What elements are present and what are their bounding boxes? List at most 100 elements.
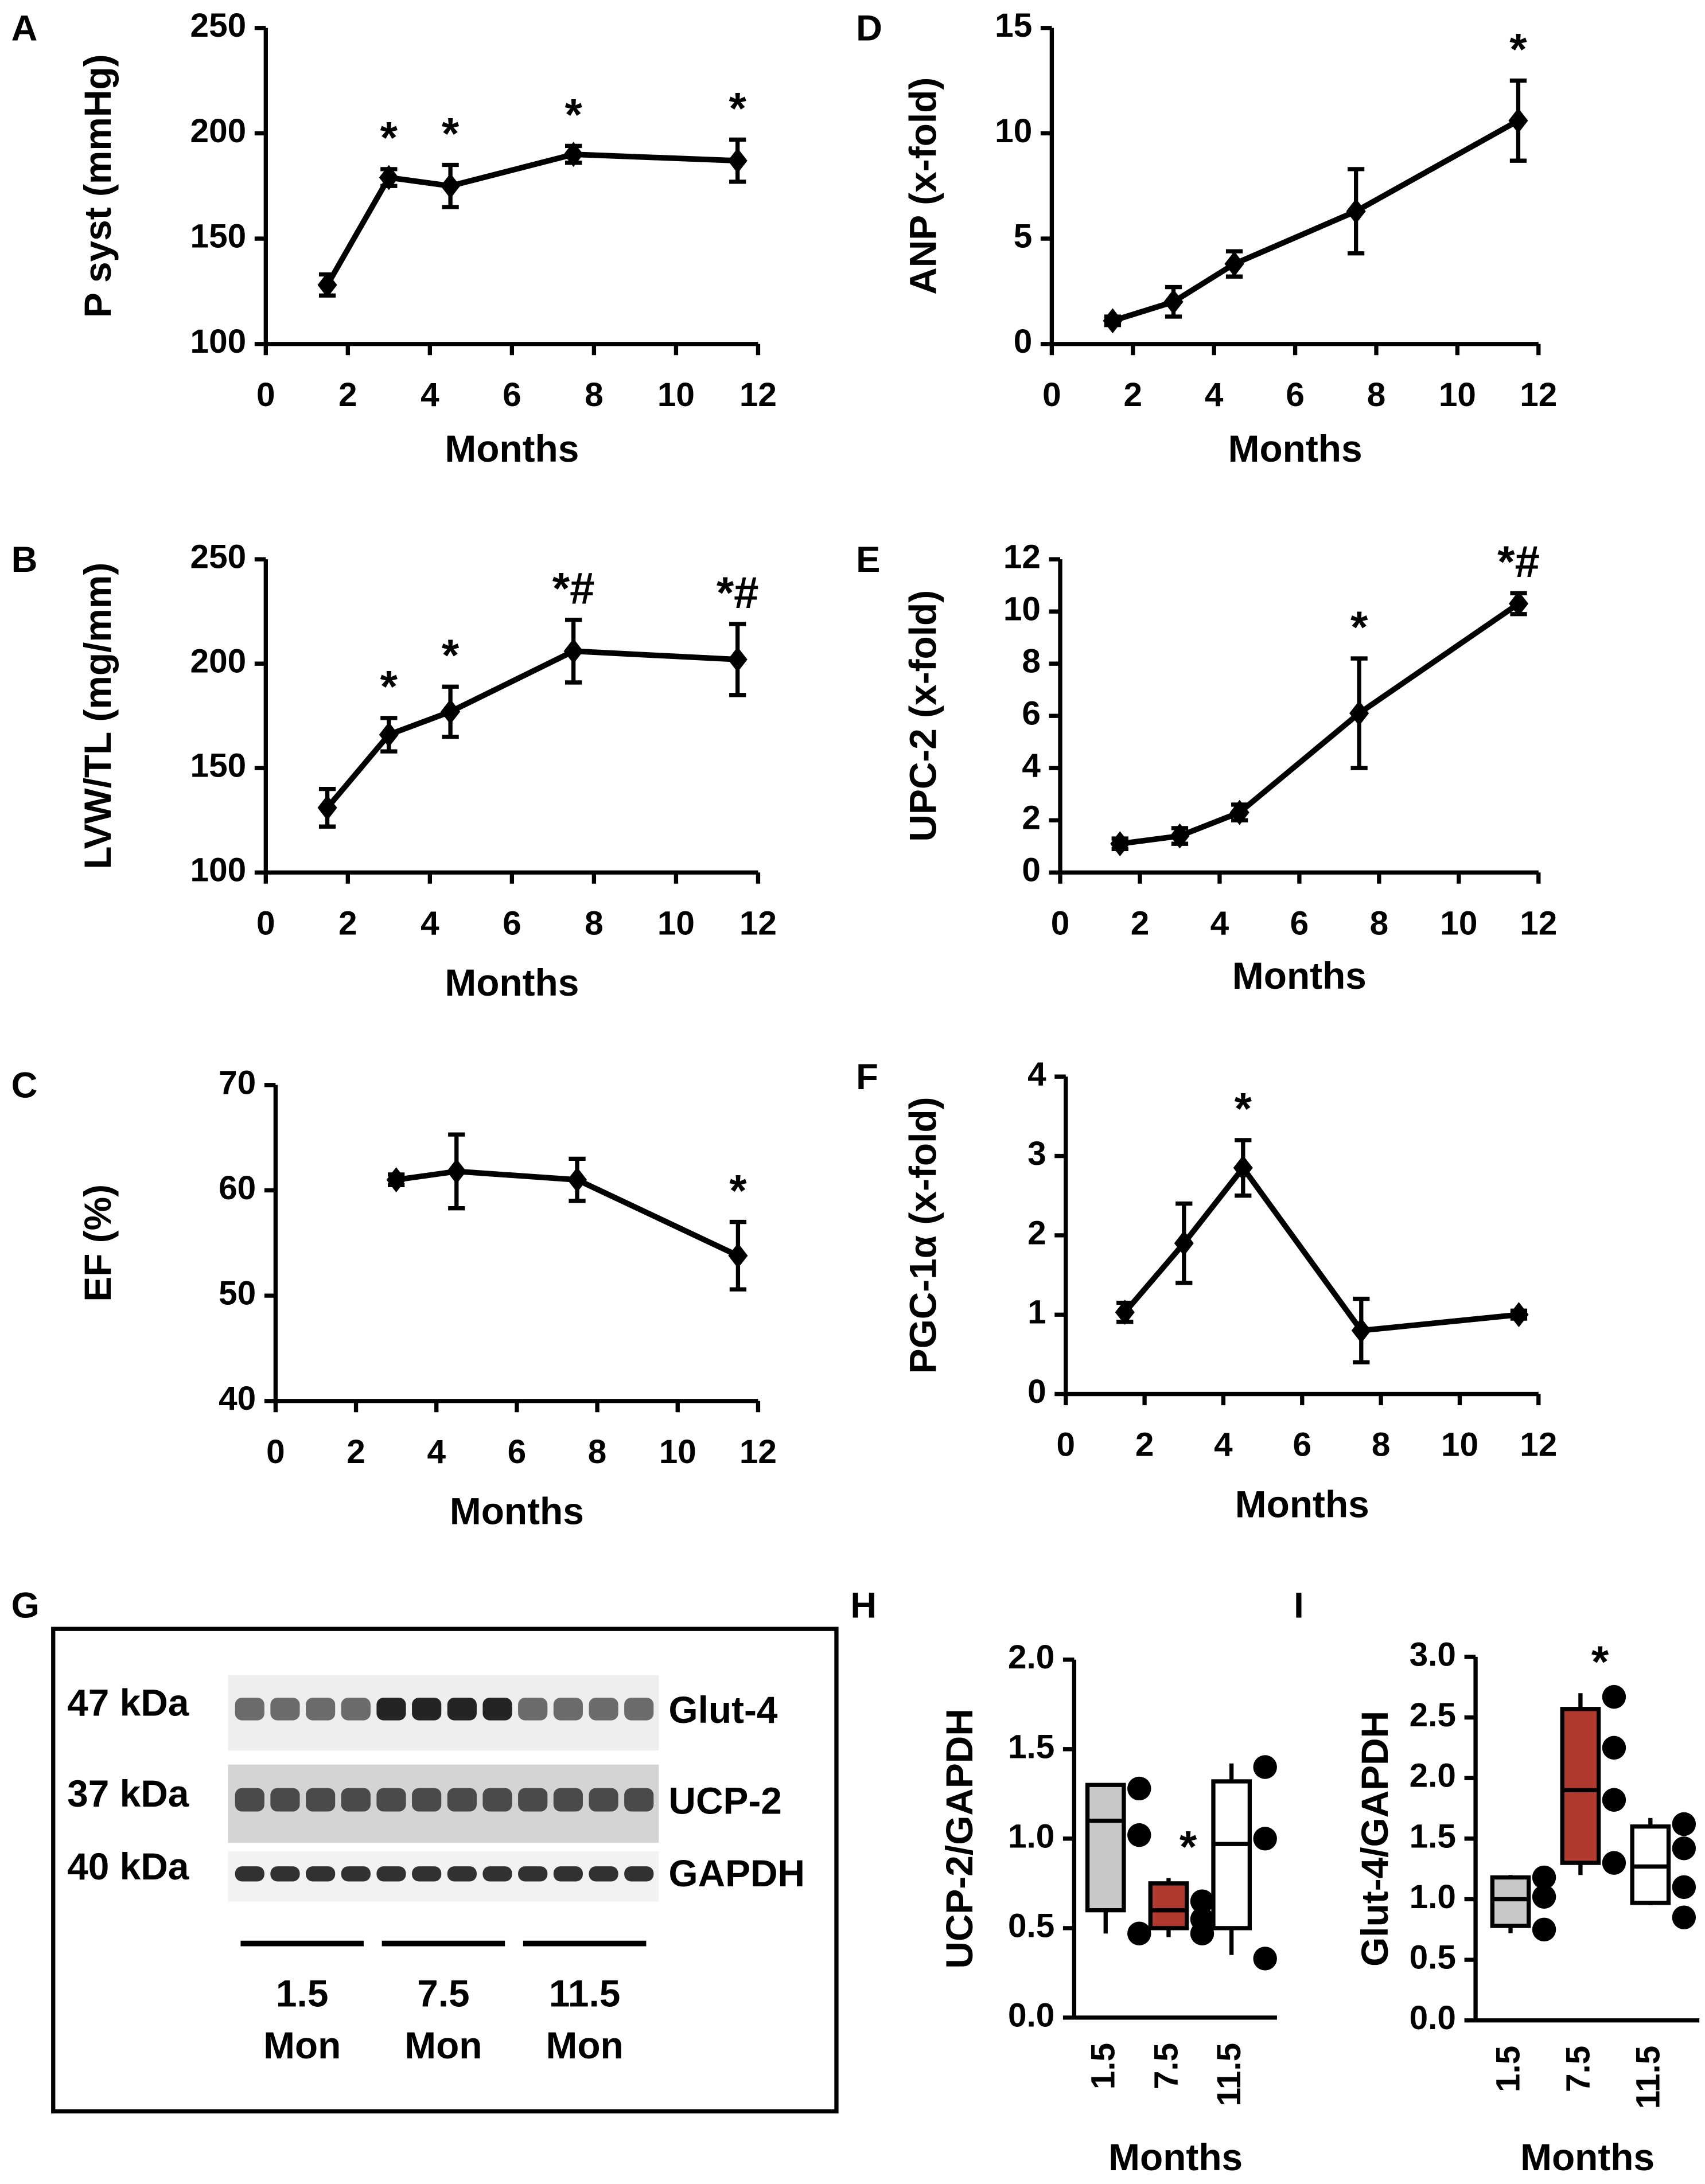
x-tick-label: 7.5	[1559, 2046, 1597, 2092]
x-tick-label: 0	[256, 376, 275, 414]
band	[589, 1866, 618, 1882]
y-tick-label: 2.0	[1410, 1757, 1456, 1795]
y-axis-label: UCP-2/GAPDH	[938, 1709, 980, 1968]
box	[1560, 1707, 1601, 1865]
band	[624, 1788, 654, 1812]
y-axis-label: PGC-1α (x-fold)	[901, 1097, 944, 1374]
y-tick-label: 0.5	[1410, 1939, 1456, 1976]
x-tick-label: 4	[427, 1433, 446, 1471]
significance-label: *	[442, 108, 460, 158]
significance-label: *	[729, 1165, 747, 1215]
data-point	[441, 173, 461, 199]
band	[518, 1866, 548, 1882]
band	[589, 1788, 618, 1812]
x-tick-label: 6	[1290, 904, 1309, 942]
protein-label: UCP-2	[668, 1779, 781, 1822]
data-point	[1532, 1865, 1556, 1890]
group-label: Mon	[404, 2024, 482, 2066]
significance-label: *	[380, 112, 398, 163]
box	[1085, 1783, 1126, 1913]
band	[447, 1698, 477, 1721]
data-point	[317, 795, 337, 821]
blot-image	[228, 1675, 659, 1902]
x-tick-label: 12	[739, 1433, 777, 1471]
data-point	[1190, 1921, 1214, 1945]
blot-frame	[51, 1627, 839, 2113]
x-tick-label: 2	[1135, 1426, 1154, 1464]
significance-label: *	[1350, 602, 1368, 652]
x-tick-label: 10	[657, 904, 695, 942]
x-tick-label: 0	[256, 904, 275, 942]
x-tick-label: 6	[503, 376, 521, 414]
y-tick-label: 4	[1027, 1056, 1046, 1093]
data-point	[1163, 289, 1184, 315]
significance-label: *#	[1497, 536, 1540, 587]
band	[235, 1866, 264, 1882]
data-point	[1508, 108, 1528, 134]
band	[624, 1866, 654, 1882]
data-point	[563, 638, 583, 664]
band	[270, 1866, 300, 1882]
y-tick-label: 3	[1027, 1135, 1046, 1172]
y-axis-label: LVW/TL (mg/mm)	[76, 563, 119, 869]
x-tick-label: 0	[1042, 376, 1061, 414]
x-tick-label: 11.5	[1629, 2046, 1667, 2109]
y-tick-label: 1.5	[1410, 1818, 1456, 1855]
x-tick-label: 4	[421, 376, 439, 414]
y-tick-label: 200	[190, 112, 247, 150]
band	[553, 1698, 583, 1721]
data-point	[446, 1159, 466, 1184]
y-tick-label: 50	[219, 1275, 256, 1312]
data-point	[386, 1167, 406, 1193]
y-tick-label: 2	[1027, 1214, 1046, 1251]
group-label: Mon	[263, 2024, 341, 2066]
y-tick-label: 100	[190, 323, 247, 360]
y-tick-label: 1.0	[1410, 1878, 1456, 1916]
data-point	[1509, 1302, 1529, 1328]
significance-label: *	[1509, 24, 1527, 74]
data-point	[1602, 1735, 1626, 1760]
y-tick-label: 10	[995, 112, 1032, 150]
band	[376, 1788, 406, 1812]
y-tick-label: 5	[1014, 218, 1033, 255]
x-tick-label: 8	[1372, 1426, 1391, 1464]
x-tick-label: 10	[1439, 376, 1476, 414]
data-point	[1253, 1947, 1277, 1971]
x-tick-label: 7.5	[1147, 2043, 1185, 2089]
data-point	[1127, 1921, 1151, 1945]
y-tick-label: 1	[1027, 1294, 1046, 1331]
x-tick-label: 12	[739, 904, 777, 942]
data-point	[1170, 823, 1190, 849]
y-tick-label: 2.5	[1410, 1696, 1456, 1734]
band	[306, 1788, 336, 1812]
y-tick-label: 1.5	[1008, 1728, 1054, 1765]
data-point	[728, 1243, 748, 1269]
y-tick-label: 250	[190, 539, 247, 576]
y-tick-label: 10	[1003, 591, 1041, 628]
x-tick-label: 12	[1520, 1426, 1557, 1464]
x-tick-label: 10	[1441, 1426, 1478, 1464]
data-point	[1672, 1905, 1696, 1929]
y-tick-label: 0.0	[1410, 1999, 1456, 2037]
x-tick-label: 0	[266, 1433, 285, 1471]
data-point	[1672, 1812, 1696, 1836]
data-point	[1103, 308, 1123, 334]
data-point	[1349, 700, 1369, 726]
y-tick-label: 250	[190, 7, 247, 44]
y-axis-label: EF (%)	[76, 1184, 119, 1302]
data-point	[441, 699, 461, 724]
panel-letter: G	[11, 1585, 40, 1625]
x-tick-label: 11.5	[1210, 2043, 1248, 2107]
panel-letter: D	[856, 8, 882, 48]
x-tick-label: 2	[338, 376, 357, 414]
data-point	[567, 1167, 587, 1193]
x-tick-label: 8	[588, 1433, 607, 1471]
significance-label: *	[380, 661, 398, 712]
band	[270, 1788, 300, 1812]
x-tick-label: 4	[421, 904, 439, 942]
y-tick-label: 100	[190, 852, 247, 889]
significance-label: *	[565, 89, 582, 139]
band	[518, 1788, 548, 1812]
group-label: 11.5	[549, 1972, 620, 2015]
